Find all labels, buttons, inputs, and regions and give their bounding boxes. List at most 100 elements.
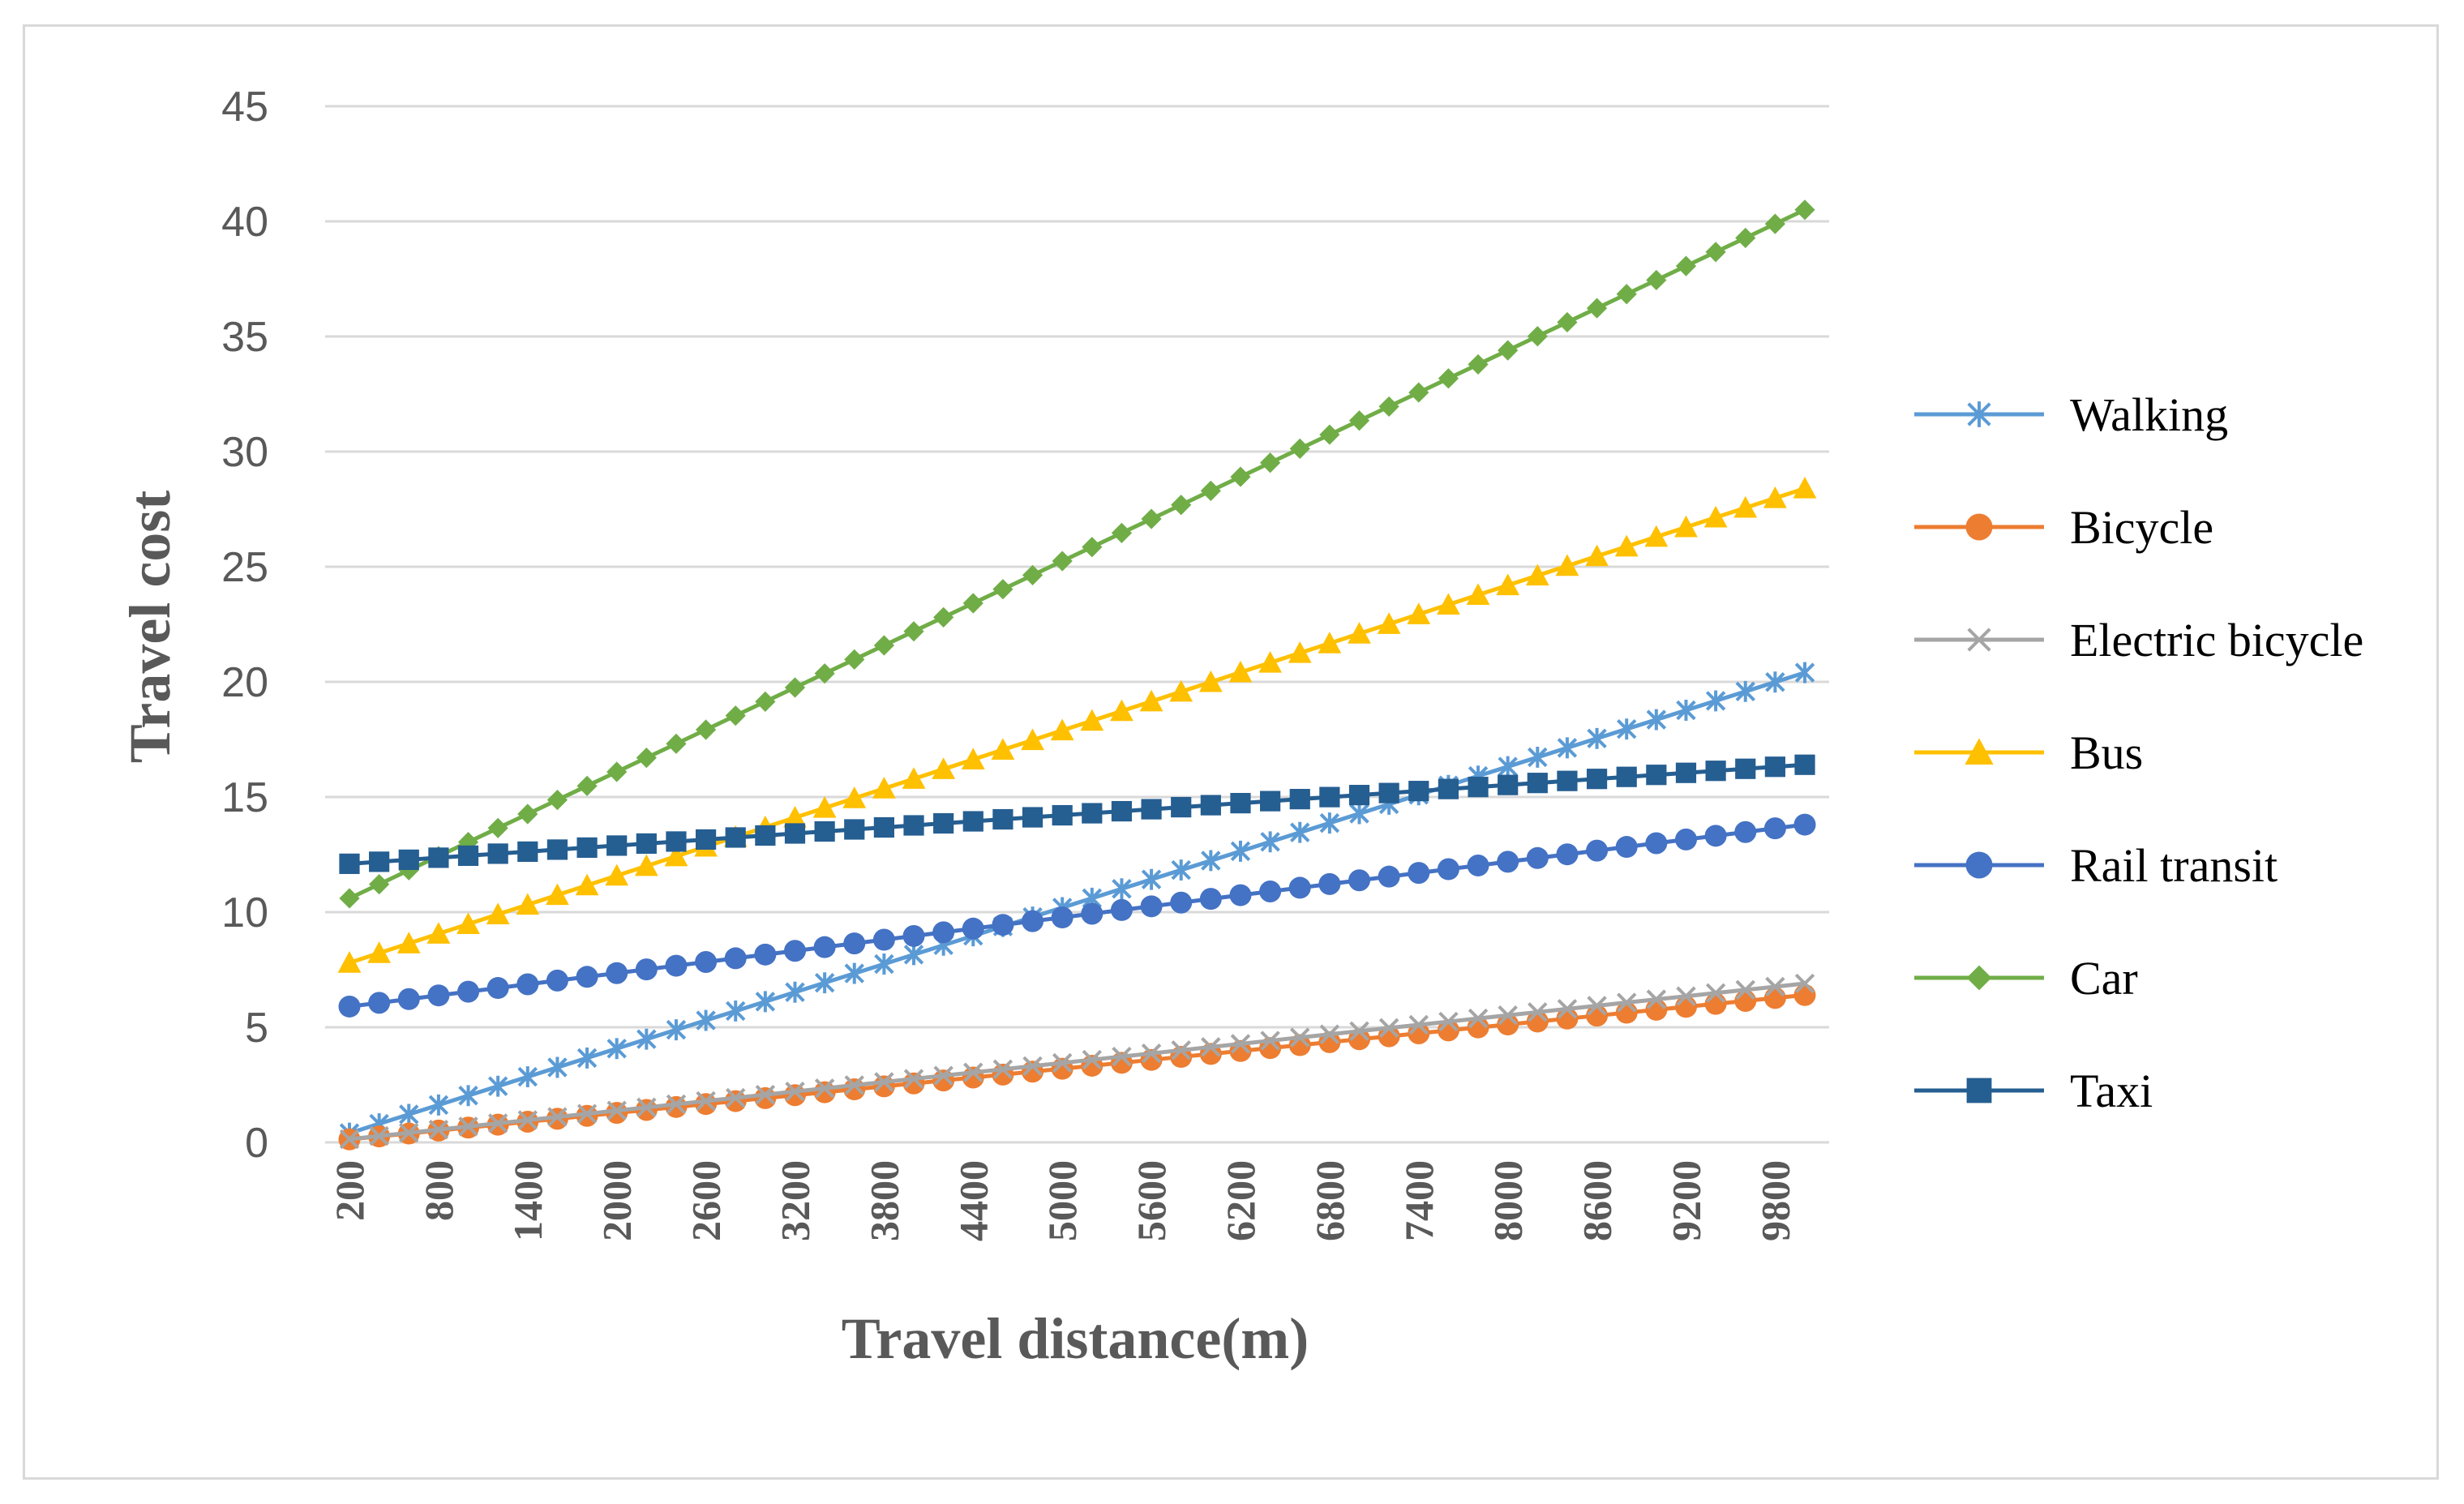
point-rail-transit-45: [1645, 832, 1668, 855]
point-rail-transit-48: [1734, 821, 1757, 843]
point-taxi-37: [1408, 781, 1429, 802]
point-rail-transit-5: [457, 980, 480, 1003]
point-rail-transit-4: [427, 984, 450, 1007]
point-walking-42: [1557, 737, 1578, 759]
point-taxi-11: [636, 833, 657, 855]
point-walking-3: [399, 1103, 419, 1125]
point-car-7: [517, 803, 538, 825]
legend-marker-taxi: [1966, 1078, 1992, 1103]
point-electric-bicycle-17: [814, 1078, 835, 1099]
point-bus-40: [1496, 573, 1520, 596]
point-bus-34: [1318, 632, 1342, 653]
point-taxi-26: [1082, 803, 1103, 824]
point-rail-transit-50: [1793, 813, 1816, 836]
point-bicycle-19: [872, 1075, 895, 1098]
point-car-6: [487, 817, 508, 838]
point-car-45: [1646, 269, 1667, 291]
point-rail-transit-23: [992, 914, 1014, 936]
point-electric-bicycle-23: [992, 1059, 1013, 1080]
point-rail-transit-37: [1408, 862, 1430, 885]
point-bus-39: [1466, 583, 1490, 606]
point-rail-transit-29: [1170, 891, 1193, 914]
point-walking-11: [636, 1028, 657, 1050]
point-walking-4: [428, 1094, 449, 1116]
point-taxi-43: [1586, 769, 1608, 790]
legend-marker-car: [1966, 965, 1992, 991]
point-electric-bicycle-20: [903, 1069, 924, 1089]
point-car-47: [1705, 242, 1726, 263]
point-walking-19: [874, 953, 894, 975]
point-rail-transit-1: [338, 995, 361, 1018]
point-car-12: [666, 733, 687, 754]
y-axis-ticks: 0 5 10 15 20 25 30 35 40 45: [221, 84, 268, 1167]
point-electric-bicycle-38: [1438, 1011, 1459, 1032]
point-taxi-13: [695, 829, 717, 851]
point-bicycle-48: [1734, 990, 1757, 1013]
point-walking-6: [487, 1075, 508, 1097]
point-rail-transit-33: [1288, 876, 1311, 899]
point-electric-bicycle-6: [487, 1113, 508, 1133]
point-electric-bicycle-41: [1528, 1002, 1548, 1022]
legend-marker-bicycle: [1965, 513, 1993, 541]
legend-item-bicycle: Bicycle: [1914, 501, 2213, 554]
point-walking-41: [1528, 747, 1548, 768]
x-tick-label-6200: 6200: [1218, 1160, 1263, 1241]
point-car-20: [903, 621, 924, 642]
point-rail-transit-30: [1199, 888, 1222, 911]
point-car-26: [1082, 537, 1103, 558]
x-tick-label-4400: 4400: [950, 1160, 996, 1241]
point-rail-transit-21: [932, 921, 955, 944]
point-bicycle-36: [1378, 1025, 1400, 1048]
point-car-27: [1111, 522, 1133, 543]
point-bus-44: [1614, 534, 1639, 557]
x-tick-label-8600: 8600: [1575, 1160, 1620, 1241]
point-walking-18: [844, 962, 864, 984]
point-rail-transit-41: [1526, 846, 1549, 869]
point-electric-bicycle-30: [1201, 1037, 1221, 1057]
point-car-21: [933, 606, 954, 628]
y-tick-label-20: 20: [221, 659, 268, 706]
point-taxi-15: [755, 825, 776, 846]
point-electric-bicycle-49: [1765, 976, 1785, 997]
point-walking-45: [1646, 709, 1667, 731]
point-electric-bicycle-16: [785, 1082, 805, 1102]
point-rail-transit-49: [1763, 817, 1786, 840]
point-bus-22: [961, 748, 985, 769]
point-rail-transit-43: [1586, 839, 1609, 862]
point-taxi-22: [962, 811, 983, 832]
point-bus-49: [1763, 486, 1787, 508]
point-electric-bicycle-42: [1557, 999, 1578, 1019]
point-car-10: [606, 761, 628, 782]
point-bus-12: [664, 844, 688, 867]
point-taxi-30: [1200, 795, 1221, 816]
point-electric-bicycle-26: [1082, 1049, 1103, 1070]
point-rail-transit-15: [754, 943, 777, 966]
point-bus-11: [634, 854, 658, 876]
point-bus-25: [1050, 718, 1074, 741]
point-electric-bicycle-29: [1171, 1040, 1191, 1061]
point-bus-5: [456, 912, 480, 934]
point-electric-bicycle-35: [1349, 1021, 1369, 1042]
point-walking-7: [517, 1066, 538, 1088]
point-electric-bicycle-21: [933, 1065, 953, 1086]
y-tick-label-40: 40: [221, 199, 268, 246]
point-electric-bicycle-37: [1408, 1014, 1429, 1035]
point-electric-bicycle-31: [1230, 1034, 1251, 1054]
point-electric-bicycle-50: [1794, 973, 1815, 994]
point-walking-27: [1112, 878, 1132, 900]
point-taxi-6: [487, 843, 508, 864]
point-bus-17: [812, 796, 837, 818]
point-bus-50: [1793, 477, 1817, 499]
point-rail-transit-11: [635, 958, 658, 981]
point-walking-17: [814, 972, 835, 994]
point-bus-26: [1080, 709, 1104, 731]
point-bus-30: [1198, 670, 1223, 692]
point-walking-16: [785, 981, 805, 1003]
point-electric-bicycle-22: [963, 1062, 983, 1082]
point-taxi-36: [1378, 782, 1399, 803]
point-car-49: [1764, 213, 1785, 234]
point-taxi-47: [1705, 761, 1726, 782]
point-taxi-33: [1289, 789, 1310, 810]
point-taxi-34: [1319, 786, 1340, 808]
legend-label-car: Car: [2070, 952, 2138, 1005]
